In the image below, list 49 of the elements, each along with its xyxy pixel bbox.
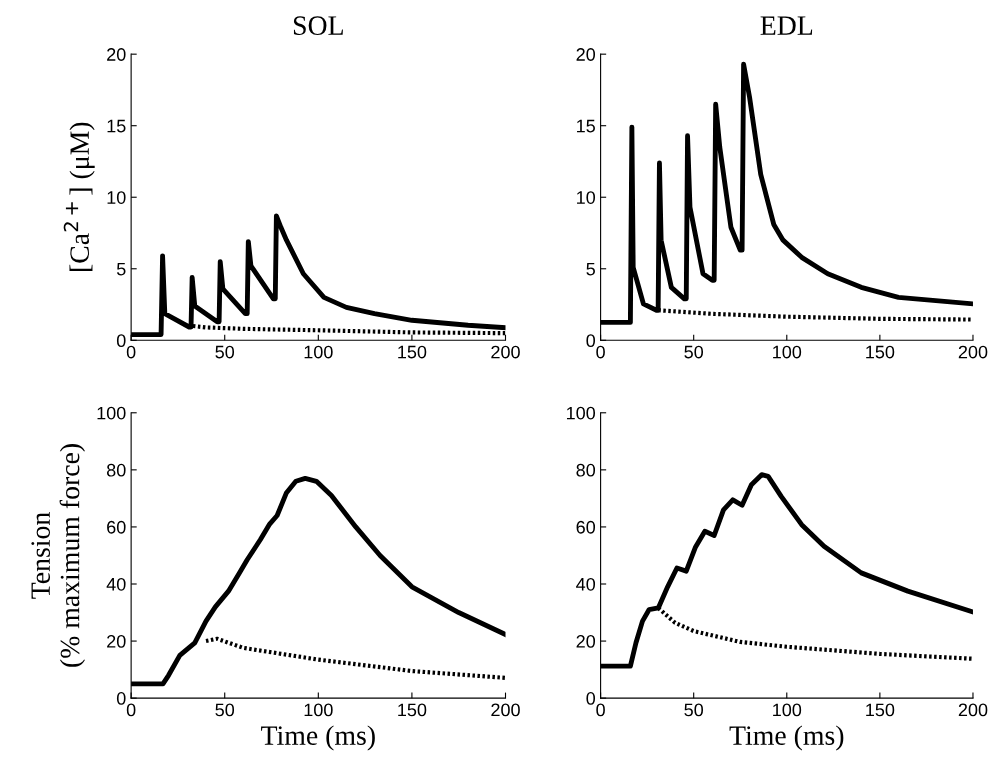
x-tick-label: 50 [215,703,235,717]
x-tick-label: 50 [215,345,235,359]
y-tick-label: 0 [586,692,596,705]
y-tick-label: 15 [577,119,595,133]
y-tick-label: 0 [586,334,596,348]
y-tick-label: 20 [107,635,126,648]
y-tick-label: 100 [97,406,126,420]
x-tick-label: 0 [126,703,136,717]
line-series [203,636,506,680]
chart-title: EDL [760,16,813,35]
y-tick-label: 60 [107,520,126,534]
y-tick-label: 60 [576,520,596,534]
x-tick-label: 100 [304,703,333,717]
x-axis-title: Time (ms) [729,725,844,751]
y-tick-label: 20 [576,48,596,61]
y-tick-label: 5 [586,262,595,276]
x-tick-label: 100 [773,345,802,359]
y-tick-label: 0 [116,334,126,348]
x-tick-label: 150 [866,345,895,359]
y-tick-label: 20 [576,635,596,648]
x-tick-label: 200 [958,703,988,717]
x-tick-label: 150 [398,703,427,717]
y-axis-title: [Ca$^{2+}$] (μM) [63,122,95,272]
y-tick-label: 10 [577,191,596,204]
x-tick-label: 0 [126,345,136,359]
x-tick-label: 50 [684,345,704,359]
x-tick-label: 150 [398,345,427,359]
x-tick-label: 200 [958,345,988,359]
x-tick-label: 150 [866,703,895,717]
x-tick-label: 0 [596,345,605,359]
y-tick-label: 40 [576,577,596,591]
x-tick-label: 100 [773,703,802,717]
y-axis-title: Tension (% maximum force) [31,444,86,667]
y-tick-label: 10 [107,191,126,204]
y-tick-label: 100 [566,406,596,420]
x-tick-label: 0 [596,703,605,717]
x-tick-label: 200 [491,703,520,717]
x-axis-title: Time (ms) [261,725,375,751]
x-tick-label: 100 [304,345,333,359]
x-tick-label: 50 [684,703,704,717]
y-tick-label: 40 [106,577,126,591]
y-tick-label: 0 [116,692,126,705]
y-tick-label: 15 [107,119,126,133]
y-tick-label: 20 [107,48,126,61]
y-tick-label: 80 [576,463,596,477]
y-tick-label: 80 [106,463,126,477]
y-tick-label: 5 [116,262,126,276]
chart-title: SOL [293,16,343,35]
x-tick-label: 200 [491,345,520,359]
